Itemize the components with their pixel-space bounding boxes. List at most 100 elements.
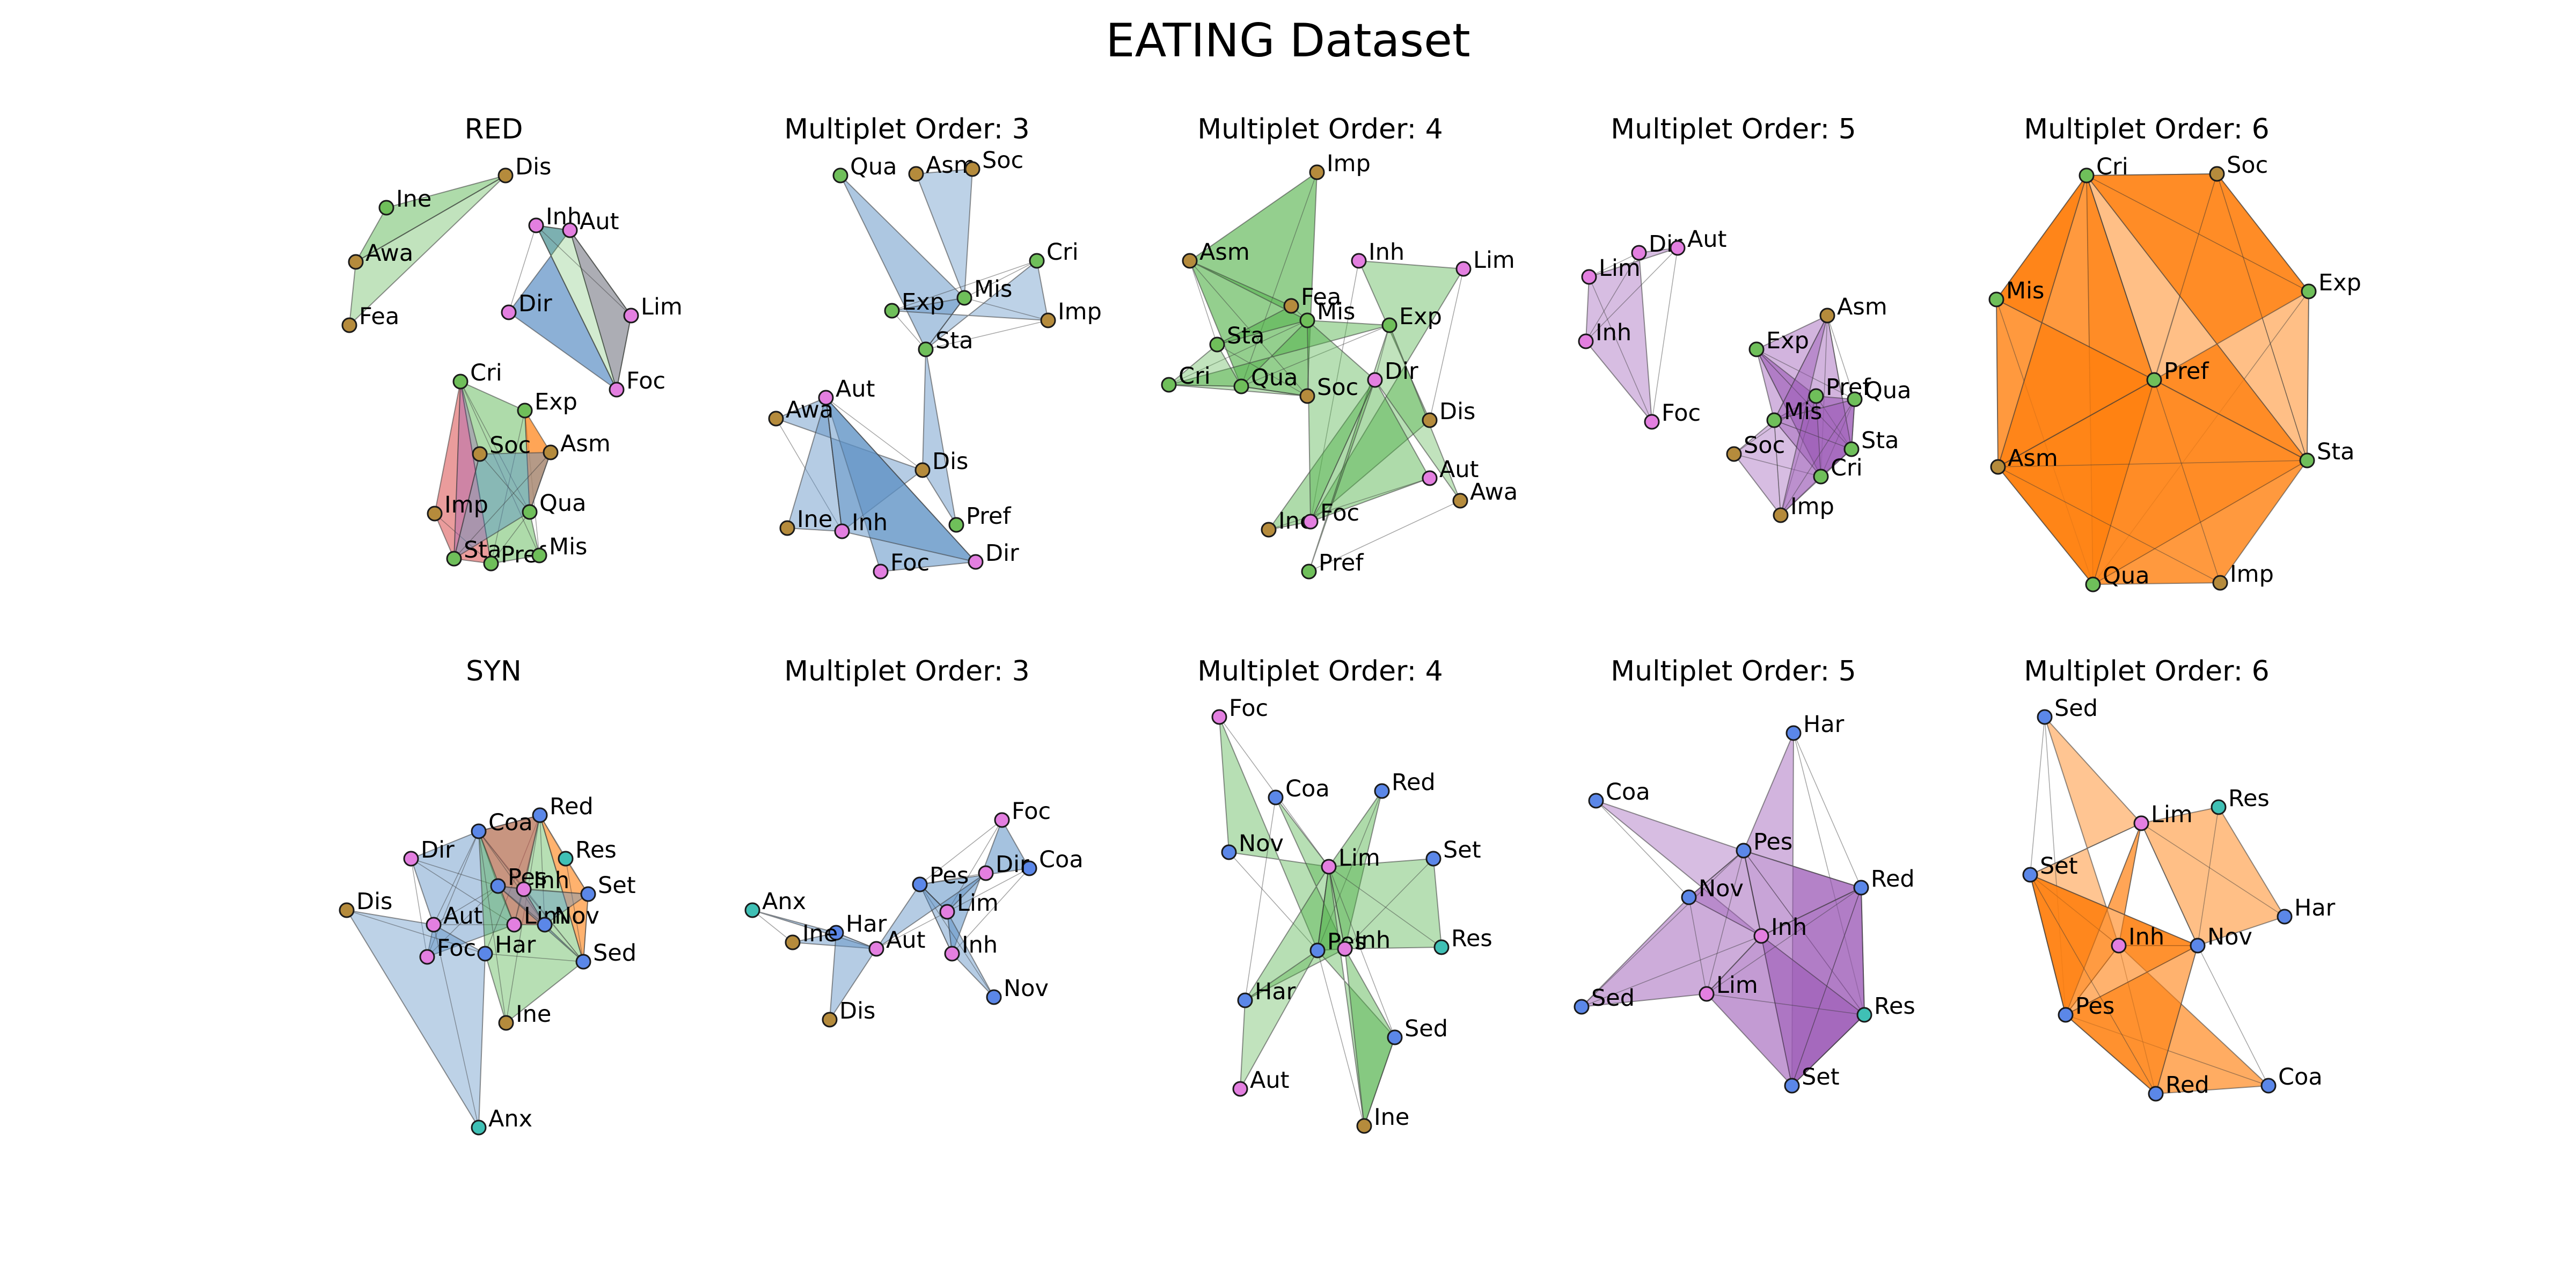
node-label: Foc	[626, 368, 665, 394]
node-marker	[1374, 783, 1390, 799]
node-label: Cri	[1831, 455, 1863, 481]
node-label: Imp	[1327, 150, 1371, 177]
hyperedge-line	[2154, 173, 2218, 380]
node-label: Inh	[962, 932, 998, 958]
node-marker	[822, 1012, 838, 1028]
panel-title: Multiplet Order: 6	[2024, 655, 2269, 687]
hyperedge	[1344, 948, 1395, 1126]
hyperedge-line	[478, 831, 545, 925]
node-label: Asm	[560, 430, 611, 457]
hyperedge-line	[1774, 420, 1781, 516]
node-marker	[2190, 938, 2206, 954]
node-label: Lim	[2151, 801, 2193, 828]
hyperedge-line	[964, 260, 1037, 298]
panel-syn-order5: Multiplet Order: 5 Har Coa Pes Red Nov Inh Sed…	[1574, 655, 1915, 1094]
node-label: Nov	[1004, 975, 1049, 1002]
node-label: Qua	[1864, 377, 1911, 404]
node-marker	[1237, 992, 1253, 1008]
hyperedge-line	[1774, 420, 1852, 450]
hyperedge-line	[2141, 823, 2285, 917]
hyperedge-line	[1816, 396, 1852, 450]
node-marker	[1299, 312, 1315, 328]
hyperedge-line	[1761, 935, 1792, 1086]
node-label: Awa	[786, 397, 833, 423]
node-label: Ine	[396, 186, 431, 213]
node-label: Asm	[1199, 239, 1250, 266]
node-marker	[452, 374, 469, 390]
node-marker	[1856, 1007, 1872, 1023]
node-marker	[1773, 507, 1789, 523]
hyperedge-line	[1168, 384, 1242, 387]
node-marker	[543, 444, 559, 460]
node-label: Har	[846, 911, 887, 938]
node-label: Pes	[1753, 829, 1792, 855]
hyperedge-line	[1996, 299, 1999, 467]
node-marker	[1209, 336, 1225, 353]
hyperedge-line	[1168, 320, 1308, 385]
node-marker	[1726, 446, 1742, 462]
node-label: Pref	[2164, 358, 2209, 385]
hyperedge-line	[539, 815, 545, 925]
node-marker	[2133, 815, 2149, 831]
hyperedge-line	[2086, 175, 2155, 380]
hyperedge-line	[1245, 797, 1276, 1001]
node-marker	[1736, 843, 1752, 859]
node-label: Fea	[359, 303, 399, 330]
node-marker	[1299, 388, 1315, 404]
hyperedge-line	[1780, 396, 1817, 516]
hyperedge	[916, 169, 973, 298]
node-marker	[348, 254, 364, 270]
node-marker	[1268, 789, 1284, 806]
node-marker	[2260, 1078, 2277, 1094]
node-label: Sta	[1861, 427, 1899, 454]
node-marker	[873, 564, 889, 580]
node-label: Ine	[1374, 1104, 1409, 1131]
node-label: Foc	[1229, 695, 1268, 722]
node-label: Res	[2228, 785, 2270, 812]
node-marker	[818, 390, 834, 406]
panel-title: Multiplet Order: 5	[1611, 655, 1856, 687]
node-marker	[2146, 372, 2162, 388]
hyperedge-line	[433, 924, 479, 1128]
node-label: Pes	[2075, 993, 2114, 1020]
hyperedge-line	[876, 911, 948, 949]
hyperedge	[1706, 887, 1865, 1086]
hyperedge-line	[1241, 325, 1390, 387]
node-marker	[2212, 575, 2228, 591]
node-marker	[1337, 941, 1353, 957]
hyperedge-line	[346, 910, 486, 954]
node-marker	[1847, 391, 1863, 407]
node-marker	[1261, 522, 1277, 538]
node-label: Awa	[365, 240, 413, 267]
node-marker	[471, 823, 487, 839]
node-label: Asm	[2008, 445, 2058, 472]
panel-title: Multiplet Order: 3	[784, 655, 1029, 687]
hyperedge-line	[1997, 466, 2221, 583]
node-label: Exp	[1399, 303, 1442, 330]
hyperedge-line	[433, 831, 479, 925]
node-marker	[828, 925, 844, 941]
hyperedge-line	[427, 831, 479, 957]
node-label: Aut	[1439, 456, 1479, 483]
hyperedge-line	[1589, 252, 1640, 277]
hyperedge-line	[1688, 897, 1762, 936]
node-marker	[1351, 253, 1367, 269]
node-label: Aut	[886, 927, 926, 954]
node-marker	[1670, 240, 1686, 256]
node-label: Lim	[957, 890, 999, 917]
hyperedge-line	[1328, 866, 1442, 948]
node-marker	[884, 303, 900, 319]
hyperedge-line	[583, 894, 589, 962]
hyperedge-line	[2086, 175, 2309, 292]
panel-title: RED	[464, 113, 523, 145]
node-marker	[1211, 709, 1227, 725]
hyperedge-line	[1774, 420, 1781, 516]
node-label: Coa	[2278, 1064, 2323, 1091]
hyperedges	[2030, 716, 2285, 1094]
node-label: Set	[1443, 837, 1481, 863]
node-label: Mis	[1317, 298, 1355, 325]
hyperedge-line	[891, 310, 926, 350]
node-label: Har	[495, 932, 536, 958]
